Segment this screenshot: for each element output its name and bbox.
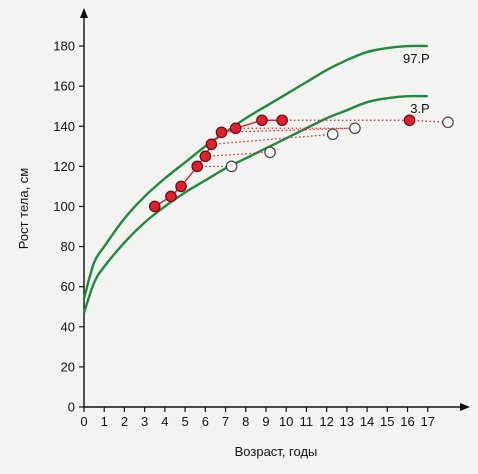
percentile-curve [82, 94, 428, 314]
data-point-open [442, 116, 454, 129]
labels: Возраст, годы Рост тела, см 97.P 3.P [16, 51, 430, 459]
data-point-filled [199, 150, 212, 163]
data-point-open [264, 146, 276, 159]
data-point-open [225, 160, 238, 173]
data-point-filled [276, 114, 288, 127]
percentile-curve [82, 44, 428, 300]
data-points [148, 114, 454, 213]
x-tick-label: 11 [300, 414, 314, 429]
link-line [211, 133, 333, 145]
series-line [154, 119, 283, 208]
x-tick-label: 8 [242, 414, 249, 429]
y-tick-label: 120 [53, 159, 75, 174]
data-point-filled [403, 114, 416, 127]
x-tick-label: 13 [340, 414, 354, 429]
data-point-open [349, 122, 361, 135]
data-point-filled [148, 200, 161, 213]
x-tick-label: 17 [421, 414, 435, 429]
x-axis-title: Возраст, годы [235, 444, 318, 459]
y-axis-title: Рост тела, см [16, 168, 31, 250]
x-tick-label: 0 [80, 414, 87, 429]
y-tick-label: 180 [53, 39, 75, 54]
x-tick-label: 16 [400, 414, 414, 429]
x-tick-label: 3 [141, 414, 148, 429]
curve-label: 97.P [403, 51, 430, 66]
x-tick-label: 10 [279, 414, 293, 429]
data-point-filled [205, 138, 218, 151]
curve-label: 3.P [410, 101, 430, 116]
data-point-filled [175, 180, 187, 193]
x-tick-label: 15 [380, 414, 394, 429]
y-tick-label: 80 [61, 239, 75, 254]
data-point-filled [215, 126, 228, 139]
x-tick-label: 14 [360, 414, 374, 429]
y-tick-label: 140 [53, 119, 75, 134]
y-tick-label: 0 [68, 400, 75, 415]
x-tick-label: 9 [262, 414, 269, 429]
y-tick-label: 40 [61, 319, 75, 334]
y-axis-arrow [80, 8, 88, 18]
y-tick-label: 60 [61, 279, 75, 294]
y-tick-label: 20 [61, 359, 75, 374]
percentile-curves [82, 44, 428, 314]
data-point-filled [256, 114, 268, 127]
link-line [205, 151, 271, 157]
x-tick-label: 7 [222, 414, 229, 429]
x-tick-label: 4 [161, 414, 168, 429]
x-tick-label: 6 [202, 414, 209, 429]
x-tick-label: 5 [181, 414, 188, 429]
data-point-filled [191, 160, 204, 173]
x-axis-arrow [460, 403, 470, 411]
data-point-filled [229, 122, 242, 135]
link-line [409, 119, 448, 123]
y-tick-label: 100 [53, 199, 75, 214]
data-point-open [326, 128, 339, 141]
y-tick-label: 160 [53, 79, 75, 94]
data-point-filled [165, 190, 177, 203]
x-tick-label: 2 [121, 414, 128, 429]
x-tick-label: 12 [319, 414, 333, 429]
x-tick-label: 1 [101, 414, 108, 429]
